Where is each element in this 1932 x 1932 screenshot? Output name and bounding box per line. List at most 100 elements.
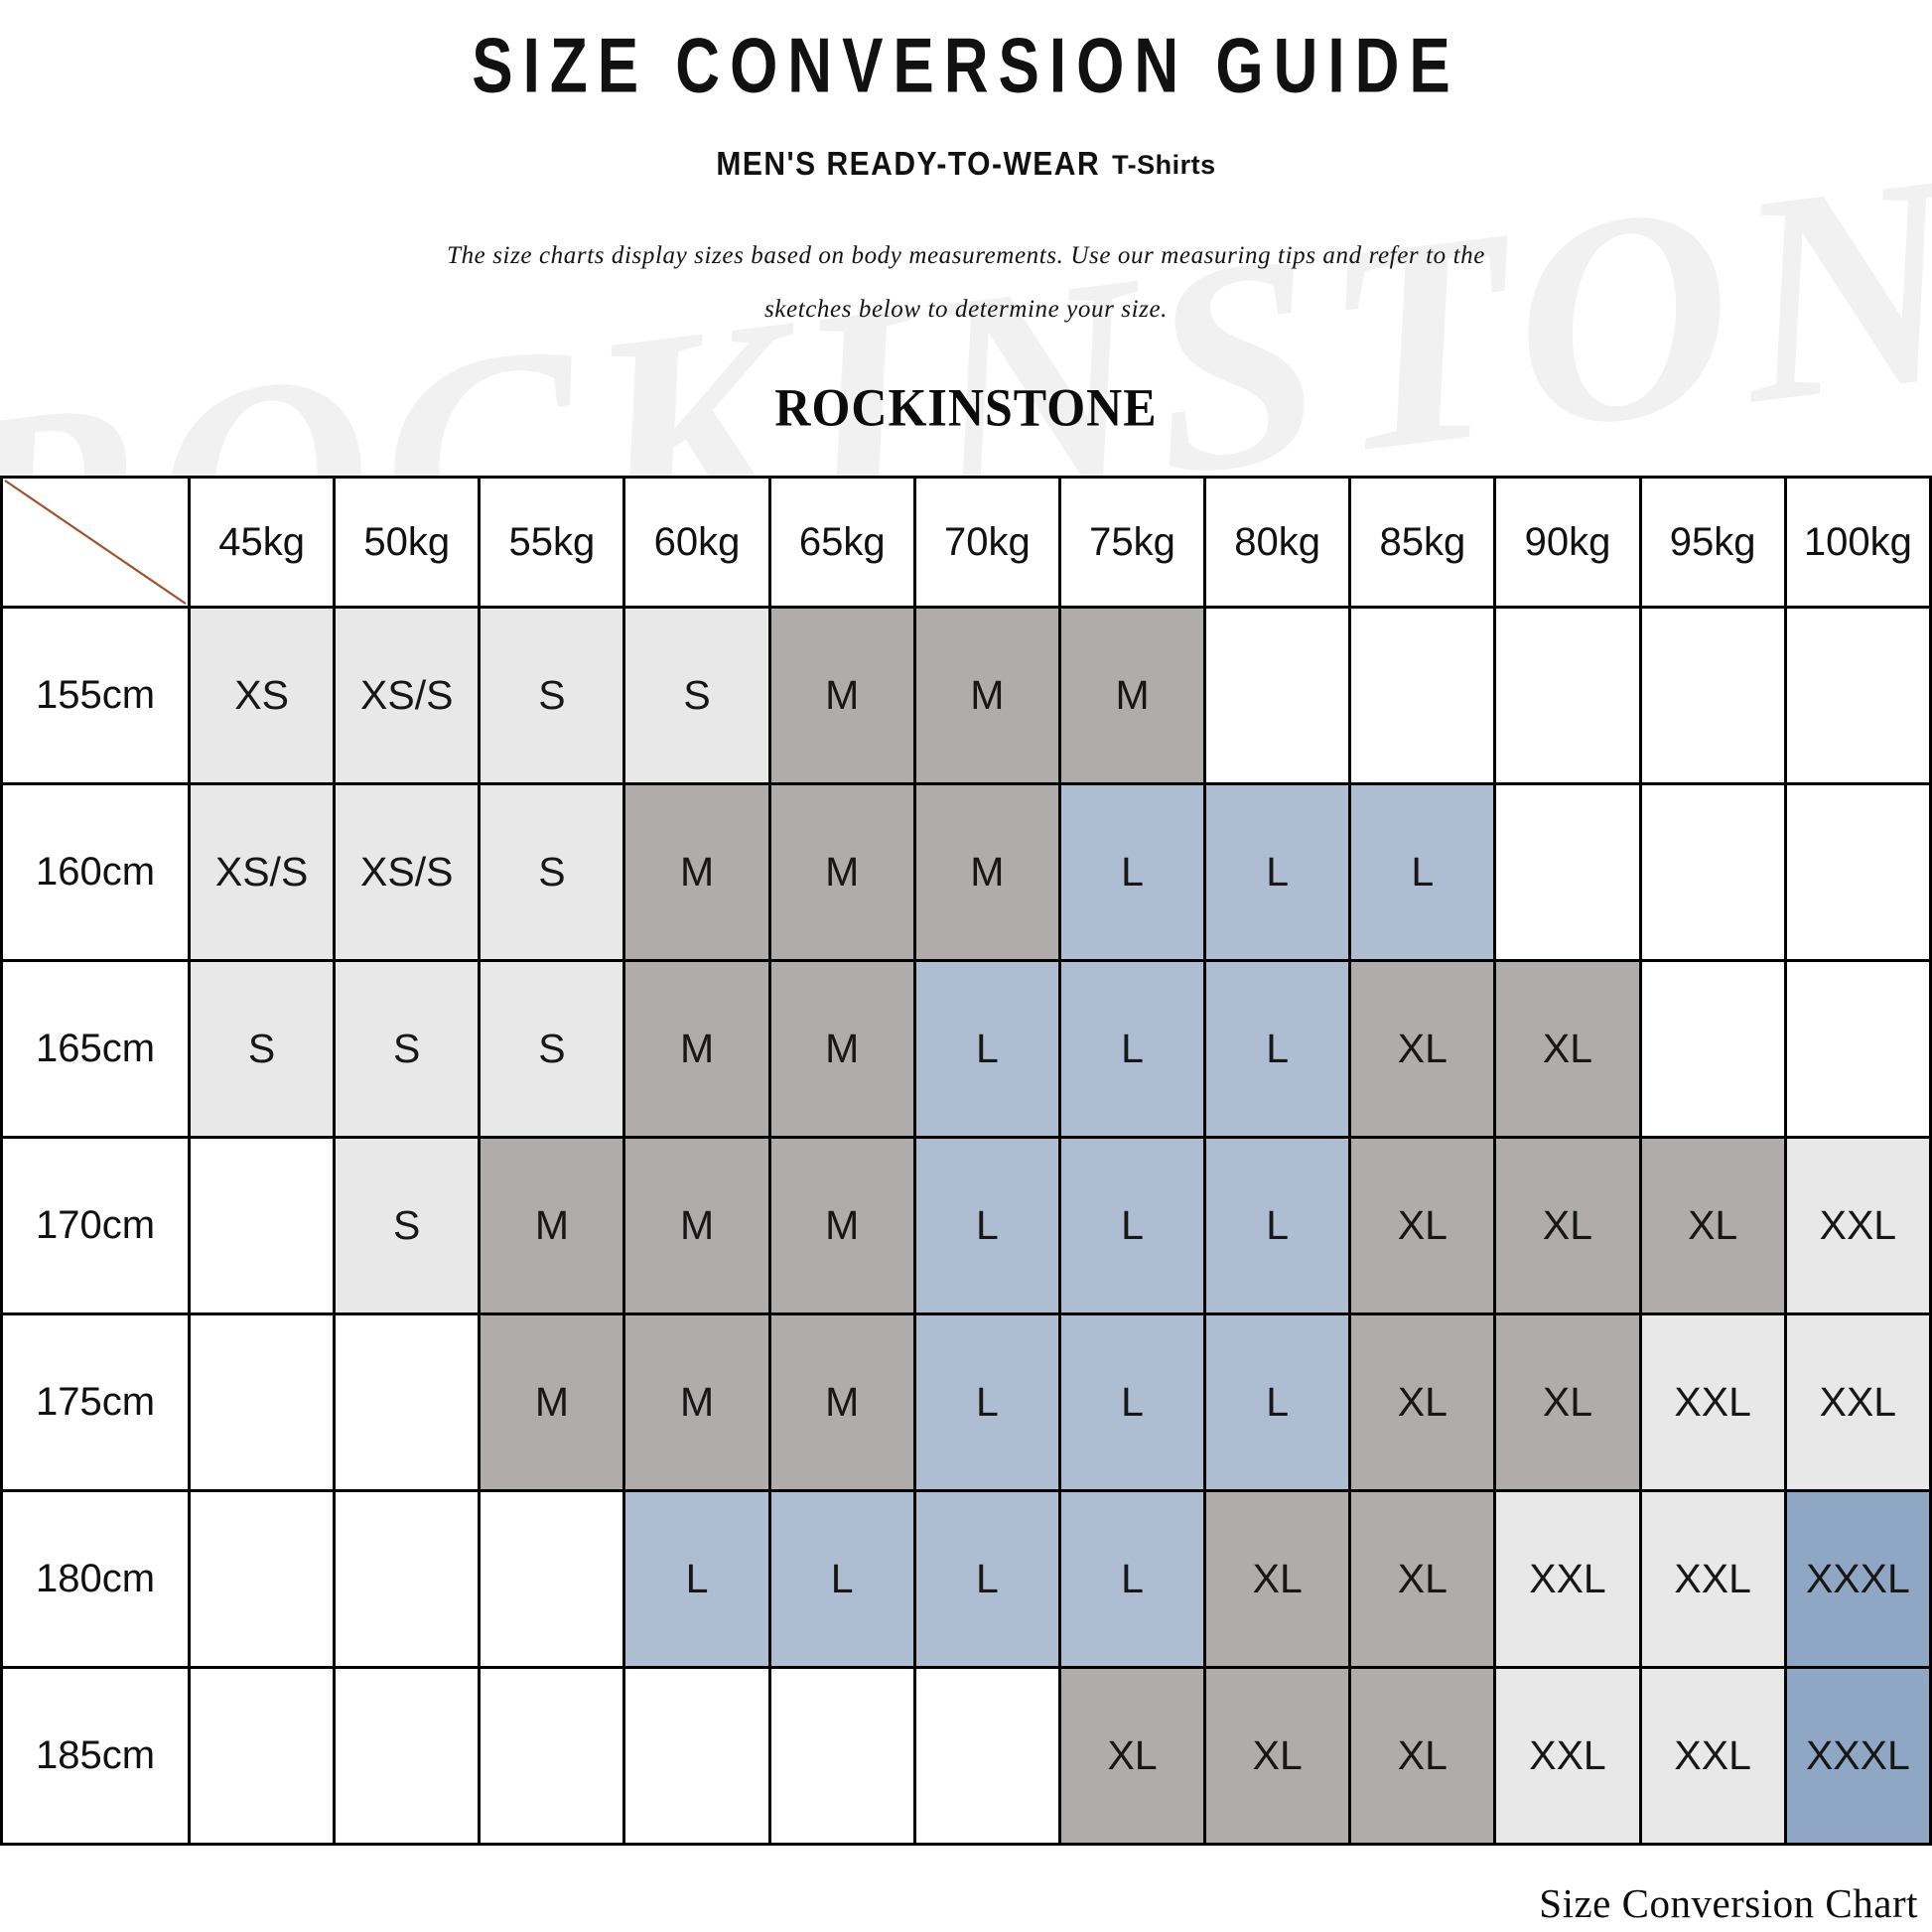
size-cell: L	[1348, 782, 1497, 962]
column-header-weight: 85kg	[1348, 476, 1497, 609]
size-cell: S	[478, 959, 626, 1139]
size-cell: M	[767, 1136, 916, 1315]
size-cell-empty	[1348, 606, 1497, 785]
size-cell: M	[912, 606, 1061, 785]
size-cell: XXL	[1493, 1666, 1642, 1846]
size-cell-empty	[333, 1666, 482, 1846]
size-cell: L	[1057, 1489, 1207, 1669]
size-cell: M	[478, 1312, 626, 1492]
diagonal-divider-icon	[4, 480, 187, 605]
size-cell: XL	[1348, 1312, 1497, 1492]
size-cell: M	[767, 1312, 916, 1492]
size-cell: XL	[1348, 959, 1497, 1139]
size-cell: XS/S	[333, 782, 482, 962]
size-cell: XXL	[1638, 1312, 1787, 1492]
size-cell: L	[1203, 1312, 1352, 1492]
size-cell: XL	[1348, 1136, 1497, 1315]
row-header-height: 185cm	[0, 1666, 191, 1846]
table-row: 170cm S M M M L L L XL XL XL XXL	[0, 1136, 1932, 1315]
size-cell: S	[478, 606, 626, 785]
size-cell-empty	[1783, 959, 1932, 1139]
size-cell: XXL	[1638, 1489, 1787, 1669]
size-cell-empty	[1638, 782, 1787, 962]
size-cell: L	[1057, 1312, 1207, 1492]
table-row: 155cm XS XS/S S S M M M	[0, 606, 1932, 785]
size-cell: S	[333, 1136, 482, 1315]
column-header-weight: 45kg	[187, 476, 337, 609]
size-cell-empty	[187, 1312, 337, 1492]
column-header-weight: 95kg	[1638, 476, 1787, 609]
size-cell-empty	[187, 1136, 337, 1315]
size-cell: XS/S	[333, 606, 482, 785]
size-cell-empty	[1493, 606, 1642, 785]
size-cell-empty	[478, 1666, 626, 1846]
size-cell: M	[478, 1136, 626, 1315]
size-cell: M	[912, 782, 1061, 962]
size-cell: XXL	[1638, 1666, 1787, 1846]
size-cell: XL	[1493, 1312, 1642, 1492]
row-header-height: 170cm	[0, 1136, 191, 1315]
size-cell-empty	[767, 1666, 916, 1846]
size-cell-empty	[912, 1666, 1061, 1846]
size-cell: L	[767, 1489, 916, 1669]
row-header-height: 155cm	[0, 606, 191, 785]
size-cell-empty	[1783, 606, 1932, 785]
row-header-height: 180cm	[0, 1489, 191, 1669]
size-cell: M	[1057, 606, 1207, 785]
size-cell: XL	[1348, 1666, 1497, 1846]
size-cell: M	[767, 782, 916, 962]
column-header-weight: 90kg	[1493, 476, 1642, 609]
footer-note: Size Conversion Chart	[1539, 1880, 1918, 1926]
size-cell: M	[622, 1312, 771, 1492]
size-cell: XL	[1203, 1489, 1352, 1669]
size-cell: XS/S	[187, 782, 337, 962]
column-header-weight: 75kg	[1057, 476, 1207, 609]
row-header-height: 160cm	[0, 782, 191, 962]
row-header-height: 165cm	[0, 959, 191, 1139]
size-cell: L	[1057, 782, 1207, 962]
size-cell: L	[1203, 1136, 1352, 1315]
size-cell: S	[333, 959, 482, 1139]
size-cell: XL	[1057, 1666, 1207, 1846]
size-cell: L	[1203, 959, 1352, 1139]
size-conversion-table: 45kg 50kg 55kg 60kg 65kg 70kg 75kg 80kg 85kg 90kg…	[0, 476, 1932, 1846]
column-header-weight: 60kg	[622, 476, 771, 609]
size-cell: XL	[1493, 1136, 1642, 1315]
size-cell-empty	[1638, 606, 1787, 785]
size-cell: M	[622, 1136, 771, 1315]
size-cell: XXXL	[1783, 1489, 1932, 1669]
size-cell: XL	[1348, 1489, 1497, 1669]
size-cell: M	[767, 959, 916, 1139]
size-cell: XXL	[1783, 1312, 1932, 1492]
size-cell-empty	[1783, 782, 1932, 962]
size-cell-empty	[187, 1666, 337, 1846]
size-cell: L	[912, 1489, 1061, 1669]
brand-name: ROCKINSTONE	[774, 376, 1158, 438]
subtitle-product: T-Shirts	[1112, 150, 1216, 180]
column-header-weight: 70kg	[912, 476, 1061, 609]
corner-cell-diagonal	[0, 476, 191, 609]
column-header-weight: 65kg	[767, 476, 916, 609]
subtitle-row: MEN'S READY-TO-WEAR T-Shirts	[0, 146, 1932, 183]
size-cell: XL	[1638, 1136, 1787, 1315]
size-cell: M	[622, 782, 771, 962]
size-cell: XXXL	[1783, 1666, 1932, 1846]
size-cell-empty	[1203, 606, 1352, 785]
size-cell: XL	[1203, 1666, 1352, 1846]
size-cell-empty	[622, 1666, 771, 1846]
table-header-row: 45kg 50kg 55kg 60kg 65kg 70kg 75kg 80kg 85kg 90kg…	[0, 476, 1932, 609]
table-row: 175cm M M M L L L XL XL XXL XXL	[0, 1312, 1932, 1492]
size-cell: M	[622, 959, 771, 1139]
table-row: 185cm XL XL XL XXL XXL XXXL	[0, 1666, 1932, 1846]
size-cell-empty	[1493, 782, 1642, 962]
column-header-weight: 80kg	[1203, 476, 1352, 609]
page-title: SIZE CONVERSION GUIDE	[472, 23, 1460, 109]
size-cell-empty	[187, 1489, 337, 1669]
description-text: The size charts display sizes based on b…	[447, 242, 1485, 323]
table-row: 165cm S S S M M L L L XL XL	[0, 959, 1932, 1139]
size-cell: L	[912, 1312, 1061, 1492]
column-header-weight: 100kg	[1783, 476, 1932, 609]
size-cell-empty	[333, 1312, 482, 1492]
size-cell: S	[622, 606, 771, 785]
